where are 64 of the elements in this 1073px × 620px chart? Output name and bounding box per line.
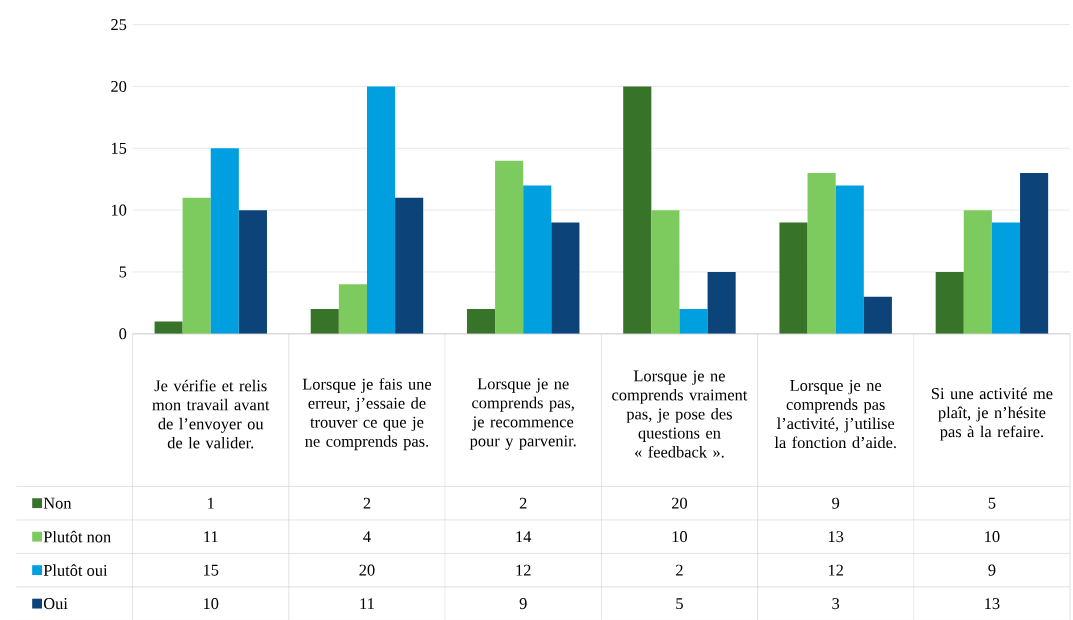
data-label: 9 (988, 564, 996, 576)
data-label: 12 (828, 564, 843, 576)
x-tick-label: Je vérifie et relis mon travail avant de l’envoyer ou de le valider. (152, 379, 270, 449)
bar (991, 222, 1021, 334)
bar (182, 197, 211, 334)
bar (495, 160, 524, 334)
legend-label: Plutôt non (43, 530, 111, 543)
bar (863, 296, 892, 334)
data-label: 11 (360, 598, 374, 609)
y-tick-label: 15 (111, 142, 127, 154)
y-tick-label: 25 (111, 18, 127, 30)
legend-label: Oui (43, 597, 68, 609)
bar (154, 321, 183, 334)
bar (779, 222, 808, 334)
bar (210, 148, 239, 334)
legend-label: Non (43, 497, 72, 509)
data-label: 13 (828, 530, 844, 542)
data-label: 9 (832, 497, 840, 509)
bar (366, 86, 396, 334)
x-tick-label: Lorsque je ne comprends vraiment pas, je pose des questions en « feedback ». (612, 370, 748, 458)
x-tick-label: Si une activité me plaît, je n’hésite pas à la refaire. (931, 387, 1053, 441)
data-label: 10 (203, 597, 219, 609)
y-tick-label: 5 (119, 266, 127, 278)
data-label: 12 (516, 564, 531, 576)
bar (551, 222, 580, 334)
bar (466, 308, 496, 334)
bar (1020, 172, 1049, 334)
bar (310, 308, 339, 334)
data-label: 3 (832, 597, 840, 609)
y-tick-label: 20 (111, 80, 127, 92)
data-label: 5 (988, 497, 996, 509)
y-tick-label: 0 (119, 328, 127, 340)
bar (338, 284, 367, 334)
bar (651, 209, 680, 334)
data-label: 10 (985, 530, 1000, 543)
data-label: 9 (519, 597, 527, 609)
bar (707, 271, 736, 334)
x-tick-label: Lorsque je fais une erreur, j’essaie de trouver ce que je ne comprends pas. (302, 377, 432, 450)
x-tick-label: Lorsque je ne comprends pas, je recommence pour y parvenir. (469, 378, 576, 450)
data-label: 20 (359, 564, 375, 576)
data-label: 20 (671, 497, 688, 509)
data-label: 11 (204, 531, 218, 542)
bar (935, 271, 964, 334)
bar (238, 209, 267, 334)
data-label: 4 (363, 531, 371, 542)
data-label: 2 (676, 564, 683, 576)
data-label: 10 (672, 530, 688, 543)
legend-label: Plutôt oui (43, 564, 108, 576)
data-label: 2 (363, 497, 371, 509)
bar (623, 86, 652, 334)
bar (523, 185, 552, 334)
data-label: 13 (985, 597, 1000, 609)
data-label: 1 (208, 497, 214, 509)
bar (963, 209, 992, 334)
y-tick-label: 10 (111, 204, 127, 216)
data-label: 15 (203, 564, 219, 576)
data-label: 14 (516, 531, 532, 542)
bar (679, 308, 708, 334)
bar (835, 185, 864, 334)
bar (807, 172, 836, 334)
data-label: 2 (519, 497, 527, 509)
bar (395, 197, 424, 334)
x-tick-label: Lorsque je ne comprends pas l’activité, j’utilise la fonction d’aide. (774, 379, 896, 448)
data-label: 5 (676, 597, 683, 609)
